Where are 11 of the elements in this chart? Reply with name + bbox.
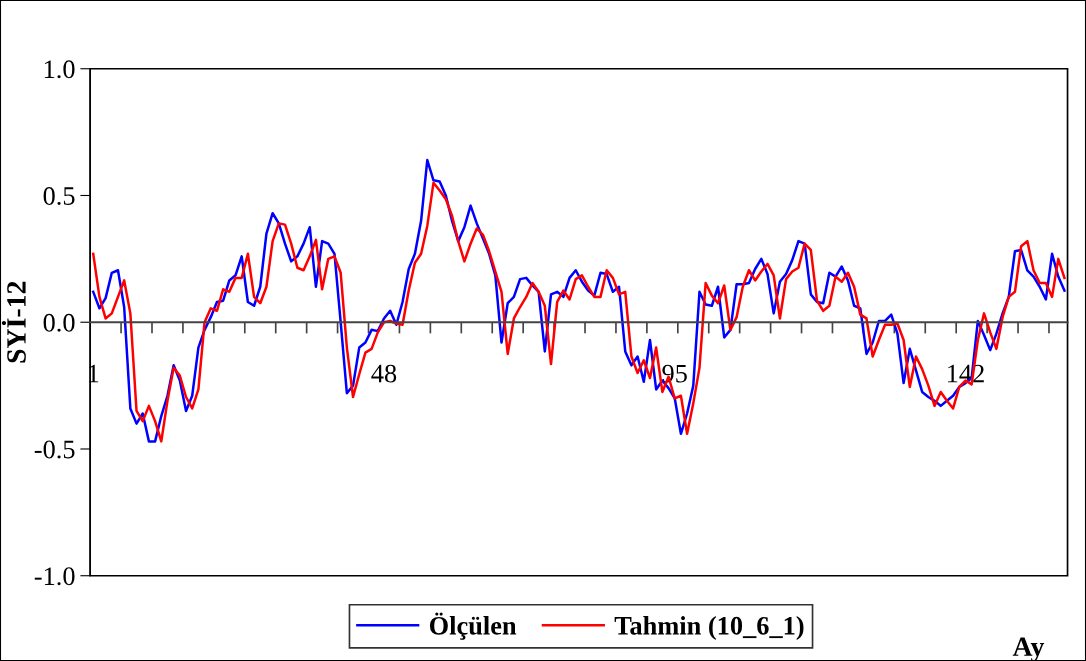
- y-axis-title: SYİ-12: [1, 281, 26, 363]
- x-tick-label: 95: [662, 364, 687, 383]
- y-tick-label: 1.0: [44, 60, 75, 79]
- x-axis-title: Ay: [1012, 637, 1045, 661]
- y-tick-label: -1.0: [34, 567, 75, 586]
- y-tick-label: 0.0: [43, 313, 75, 332]
- x-tick-label: 48: [371, 364, 397, 383]
- legend-label: Ölçülen: [429, 612, 517, 640]
- y-tick-label: 0.5: [43, 187, 75, 206]
- y-tick-label: -0.5: [34, 440, 75, 459]
- legend-label: Tahmin (10_6_1): [614, 616, 804, 641]
